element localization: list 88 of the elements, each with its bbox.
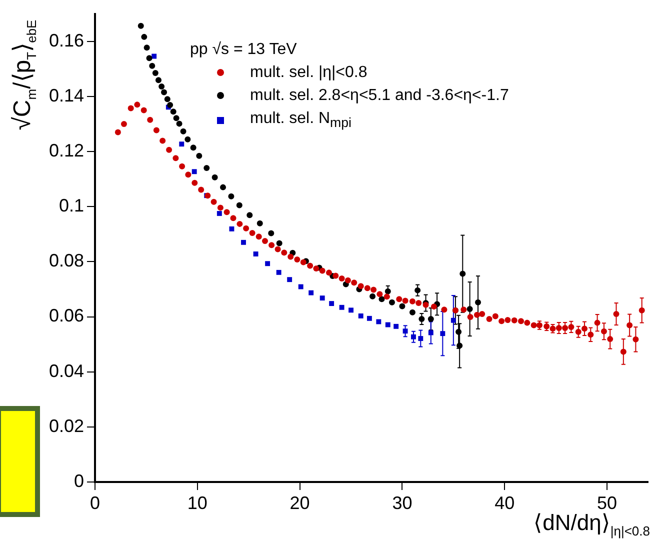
point	[212, 174, 218, 180]
x-tick-label: 10	[187, 492, 208, 513]
point	[149, 62, 156, 69]
point	[216, 211, 222, 216]
point	[192, 169, 197, 174]
point	[418, 316, 425, 322]
point	[179, 142, 184, 147]
point	[450, 318, 456, 323]
point	[256, 220, 263, 226]
point	[440, 331, 446, 336]
point	[385, 322, 390, 328]
point	[329, 301, 334, 306]
point	[220, 184, 226, 190]
point	[320, 296, 325, 300]
point	[384, 288, 391, 294]
legend-label: mult. sel. 2.8<η<5.1 and -3.6<η<-1.7	[250, 86, 509, 106]
point	[152, 70, 158, 76]
point	[246, 212, 253, 218]
y-tick-label: 0.04	[48, 360, 84, 381]
point	[170, 108, 176, 115]
point	[370, 293, 376, 300]
point	[204, 165, 210, 172]
point	[161, 89, 168, 96]
point	[287, 277, 292, 282]
point	[456, 342, 463, 349]
point	[411, 334, 416, 340]
y-tick-label: 0.16	[48, 30, 84, 50]
x-axis-title: ⟨dN/dη⟩$_{|η|<0.8}$	[534, 510, 650, 538]
point	[339, 304, 344, 310]
point	[276, 240, 282, 246]
y-tick-label: 0.02	[48, 416, 84, 436]
point	[376, 319, 382, 324]
legend-label: mult. sel. |η|<0.8	[250, 63, 368, 83]
point	[265, 261, 270, 266]
y-tick-label: 0.12	[48, 140, 84, 160]
y-tick-label: 0	[74, 470, 84, 491]
point	[388, 299, 395, 306]
point	[196, 152, 202, 159]
point	[236, 202, 242, 208]
point	[466, 306, 473, 312]
point	[158, 84, 165, 90]
point	[167, 102, 174, 108]
point	[144, 44, 150, 51]
point	[164, 96, 170, 102]
y-tick-label: 0.14	[48, 85, 84, 106]
point	[378, 296, 385, 302]
point	[173, 115, 180, 122]
point	[155, 77, 162, 84]
point	[152, 54, 157, 59]
point	[418, 336, 424, 341]
x-tick-label: 30	[392, 492, 412, 513]
point	[409, 309, 416, 316]
point	[348, 308, 354, 313]
point	[180, 128, 186, 134]
point	[141, 34, 148, 40]
y-tick-label: 0.06	[48, 306, 84, 326]
point	[460, 270, 466, 277]
y-tick-label: 0.1	[58, 196, 84, 216]
x-tick-label: 50	[597, 492, 618, 513]
point	[402, 328, 408, 334]
y-tick-label: 0.08	[48, 250, 84, 271]
x-tick-label: 20	[290, 492, 310, 513]
legend-title: pp √s = 13 TeV	[190, 40, 298, 60]
point	[176, 120, 182, 127]
point	[184, 136, 191, 142]
point	[138, 22, 144, 29]
point	[268, 230, 274, 236]
point	[428, 316, 434, 322]
point	[456, 328, 462, 335]
point	[428, 330, 434, 336]
point	[399, 303, 406, 310]
point	[253, 251, 258, 256]
point	[146, 55, 152, 62]
point	[276, 270, 282, 275]
x-tick-label: 40	[494, 492, 515, 513]
legend-label: mult. sel. N$_{mpi}$	[250, 109, 352, 132]
point	[228, 193, 234, 200]
point	[475, 299, 482, 306]
point	[241, 240, 246, 245]
point	[308, 290, 314, 296]
point	[190, 144, 196, 151]
point	[298, 284, 304, 290]
point	[358, 313, 364, 318]
point	[394, 324, 399, 329]
point	[366, 316, 372, 321]
point	[229, 226, 234, 232]
x-tick-label: 0	[90, 492, 100, 513]
point	[414, 287, 421, 294]
